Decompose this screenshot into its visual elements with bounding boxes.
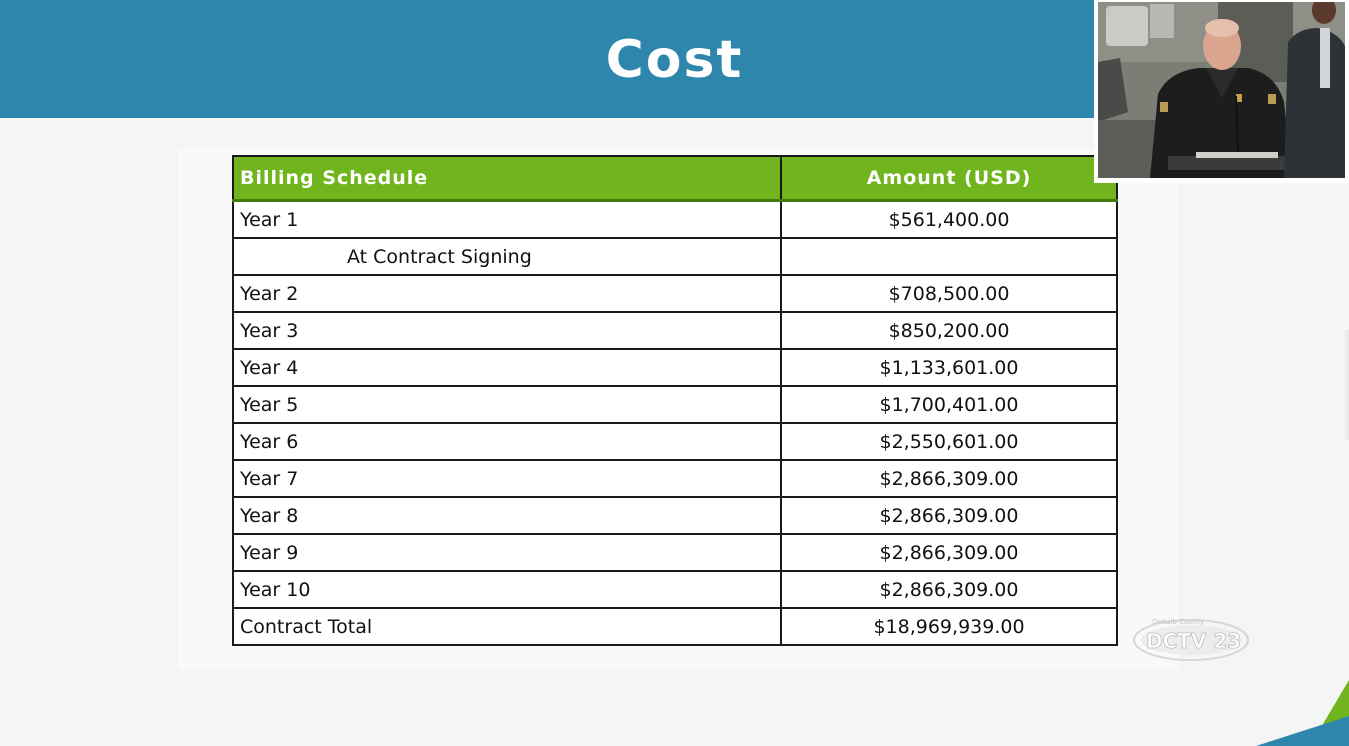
row-label: Year 8 [232, 496, 782, 535]
table-row: Year 9 $2,866,309.00 [232, 533, 1118, 572]
row-label: Year 9 [232, 533, 782, 572]
table-row: Year 5 $1,700,401.00 [232, 385, 1118, 424]
table-header-row: Billing Schedule Amount (USD) [232, 155, 1118, 202]
row-amount: $2,866,309.00 [780, 496, 1118, 535]
channel-watermark-logo: DeKalb County DCTV 23 [1132, 616, 1250, 662]
row-label: Year 10 [232, 570, 782, 609]
watermark-text: DCTV 23 [1146, 629, 1241, 653]
speaker-video-image [1098, 2, 1345, 178]
row-amount: $708,500.00 [780, 274, 1118, 313]
slide-title: Cost [605, 30, 744, 90]
row-label: Year 3 [232, 311, 782, 350]
row-label: Year 7 [232, 459, 782, 498]
watermark-caption: DeKalb County [1152, 618, 1204, 626]
row-amount: $850,200.00 [780, 311, 1118, 350]
billing-schedule-table: Billing Schedule Amount (USD) Year 1 $56… [232, 155, 1118, 646]
row-label: At Contract Signing [232, 237, 782, 276]
header-billing-schedule: Billing Schedule [232, 155, 782, 202]
row-amount: $1,133,601.00 [780, 348, 1118, 387]
table-row: Year 6 $2,550,601.00 [232, 422, 1118, 461]
table-row: Year 1 $561,400.00 [232, 199, 1118, 239]
table-row: Year 10 $2,866,309.00 [232, 570, 1118, 609]
row-amount: $2,866,309.00 [780, 570, 1118, 609]
table-row: At Contract Signing [232, 237, 1118, 276]
row-amount: $2,550,601.00 [780, 422, 1118, 461]
table-row: Year 4 $1,133,601.00 [232, 348, 1118, 387]
corner-accent-shape [1256, 680, 1349, 746]
row-label: Year 6 [232, 422, 782, 461]
row-label: Year 2 [232, 274, 782, 313]
row-amount: $2,866,309.00 [780, 459, 1118, 498]
table-row-total: Contract Total $18,969,939.00 [232, 607, 1118, 646]
row-amount: $2,866,309.00 [780, 533, 1118, 572]
edge-shadow [1342, 330, 1349, 440]
header-amount: Amount (USD) [780, 155, 1118, 202]
dctv-logo-icon: DeKalb County DCTV 23 [1133, 618, 1249, 661]
speaker-video-inset [1094, 0, 1349, 183]
row-amount: $1,700,401.00 [780, 385, 1118, 424]
row-amount: $18,969,939.00 [780, 607, 1118, 646]
table-row: Year 3 $850,200.00 [232, 311, 1118, 350]
row-amount: $561,400.00 [780, 199, 1118, 239]
row-label: Year 1 [232, 199, 782, 239]
table-row: Year 7 $2,866,309.00 [232, 459, 1118, 498]
row-label: Year 4 [232, 348, 782, 387]
speaker-video-frame [1098, 2, 1345, 178]
table-row: Year 2 $708,500.00 [232, 274, 1118, 313]
table-row: Year 8 $2,866,309.00 [232, 496, 1118, 535]
row-label: Contract Total [232, 607, 782, 646]
row-label: Year 5 [232, 385, 782, 424]
row-amount [780, 237, 1118, 276]
